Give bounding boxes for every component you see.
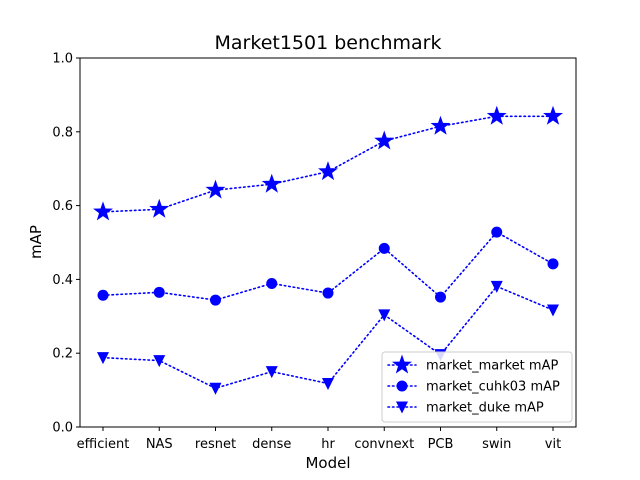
series-circle <box>97 226 559 306</box>
x-tick-label: dense <box>252 437 291 452</box>
y-tick-label: 0.0 <box>52 421 73 436</box>
data-point <box>205 179 226 199</box>
x-tick-label: efficient <box>77 437 130 452</box>
data-point <box>97 352 109 365</box>
data-point <box>97 289 109 301</box>
series-star <box>93 105 563 221</box>
data-point <box>261 173 282 193</box>
legend-label: market_cuhk03 mAP <box>426 380 560 395</box>
y-axis: 0.0 0.2 0.4 0.6 0.8 1.0 <box>52 52 80 436</box>
y-tick-label: 0.8 <box>52 125 73 140</box>
data-point <box>322 287 334 299</box>
data-point <box>486 105 507 125</box>
data-point <box>490 280 503 293</box>
x-axis: efficient NAS resnet dense hr convnext PCB swin… <box>77 427 561 452</box>
y-tick-label: 0.6 <box>52 199 73 214</box>
data-point <box>378 242 390 254</box>
data-point <box>491 226 503 238</box>
legend-marker <box>396 401 408 414</box>
x-tick-label: NAS <box>146 437 173 452</box>
data-point <box>374 130 395 150</box>
x-tick-label: PCB <box>428 437 454 452</box>
data-point <box>149 198 170 218</box>
plot-area <box>93 105 563 395</box>
data-point <box>547 258 559 270</box>
legend-item: market_market mAP <box>387 354 558 374</box>
y-tick-label: 1.0 <box>52 52 73 67</box>
data-point <box>265 366 278 379</box>
data-point <box>209 382 222 395</box>
y-tick-label: 0.2 <box>52 347 73 362</box>
legend-label: market_market mAP <box>426 359 558 374</box>
legend: market_market mAP market_cuhk03 mAP market… <box>381 351 573 423</box>
data-point <box>378 309 391 322</box>
data-point <box>547 304 559 317</box>
legend-item: market_cuhk03 mAP <box>387 380 560 395</box>
y-axis-label: mAP <box>27 225 45 259</box>
data-point <box>430 115 451 135</box>
legend-marker <box>392 354 412 374</box>
x-tick-label: convnext <box>354 437 414 452</box>
data-point <box>266 277 278 289</box>
legend-box <box>381 351 573 423</box>
data-point <box>322 377 334 390</box>
data-point <box>153 286 165 298</box>
series-triangle-down <box>97 280 559 395</box>
x-tick-label: resnet <box>195 437 236 452</box>
data-point <box>318 161 338 181</box>
y-tick-label: 0.4 <box>52 273 73 288</box>
legend-marker <box>396 380 408 392</box>
x-tick-label: vit <box>545 437 561 452</box>
data-point <box>210 294 221 306</box>
x-tick-label: hr <box>321 437 335 452</box>
data-point <box>153 355 166 368</box>
data-point <box>435 291 446 303</box>
x-tick-label: swin <box>482 437 511 452</box>
x-axis-label: Model <box>305 454 350 472</box>
legend-label: market_duke mAP <box>426 401 544 416</box>
data-point <box>93 201 113 221</box>
legend-item: market_duke mAP <box>387 401 544 416</box>
chart-title: Market1501 benchmark <box>215 32 442 54</box>
data-point <box>543 105 563 125</box>
